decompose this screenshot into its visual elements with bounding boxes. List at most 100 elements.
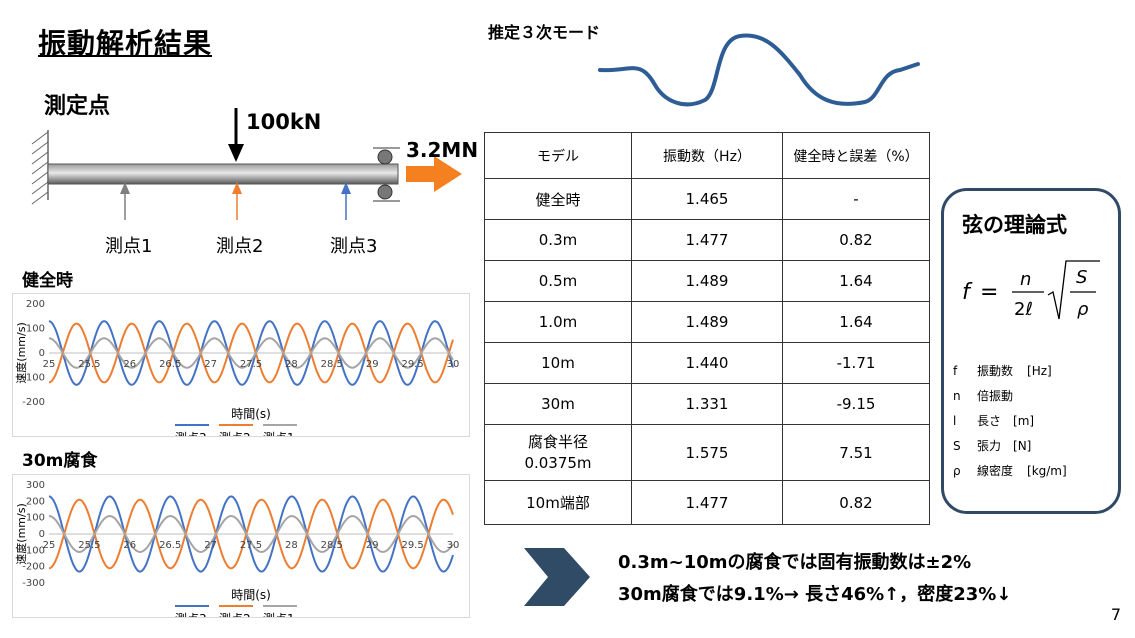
- x-tick-label: 25: [43, 540, 56, 551]
- svg-text:S: S: [1076, 267, 1087, 288]
- table-cell: 30m: [484, 383, 632, 425]
- table-cell: 腐食半径 0.0375m: [484, 424, 632, 481]
- table-cell: 1.575: [631, 424, 783, 481]
- wall-hatch: [31, 131, 49, 205]
- legend-label: 測点2: [219, 431, 251, 437]
- tension-arrow: [406, 166, 436, 182]
- x-tick-label: 27.5: [240, 540, 262, 551]
- table-row: 10m端部 1.477 0.82: [484, 480, 930, 525]
- legend-label: 測点2: [219, 612, 251, 618]
- table-cell: 1.489: [631, 260, 783, 302]
- y-tick-label: 100: [26, 324, 45, 335]
- results-table: モデル 振動数（Hz） 健全時と誤差（%） 健全時 1.465 - 0.3m 1…: [484, 132, 930, 525]
- x-tick-label: 27: [204, 359, 217, 370]
- table-cell: -9.15: [782, 383, 930, 425]
- conclusion-line1: 0.3m~10mの腐食では固有振動数は±2%: [618, 552, 972, 573]
- conclusion-line2: 30m腐食では9.1%→ 長さ46%↑，密度23%↓: [618, 584, 1012, 605]
- page-number: 7: [1110, 605, 1121, 624]
- mode-label: 推定３次モード: [488, 23, 601, 42]
- legend-label: 測点3: [175, 431, 207, 437]
- x-tick-label: 29.5: [401, 540, 423, 551]
- table-row: 健全時 1.465 -: [484, 178, 930, 220]
- x-tick-label: 29: [366, 359, 379, 370]
- beam-diagram: [31, 108, 462, 220]
- table-cell: 10m端部: [484, 480, 632, 525]
- table-row: 1.0m 1.489 1.64: [484, 301, 930, 343]
- x-axis-label: 時間(s): [231, 407, 271, 421]
- table-cell: -1.71: [782, 342, 930, 384]
- series-line: [48, 514, 454, 554]
- table-cell: 1.331: [631, 383, 783, 425]
- y-tick-label: -300: [22, 578, 45, 589]
- y-tick-label: 200: [26, 496, 45, 507]
- x-tick-label: 30: [447, 359, 460, 370]
- chevron-right-icon: [524, 548, 590, 606]
- beam: [47, 163, 399, 185]
- formula-title: 弦の理論式: [962, 213, 1067, 237]
- y-tick-label: -100: [22, 545, 45, 556]
- point3-label: 測点3: [330, 236, 378, 257]
- y-axis-label: 速度(mm/s): [14, 322, 28, 383]
- chart1-heading: 健全時: [22, 271, 73, 291]
- x-tick-label: 27.5: [240, 359, 262, 370]
- table-cell: -: [782, 178, 930, 220]
- series-line: [48, 337, 454, 369]
- y-tick-label: 300: [26, 480, 45, 491]
- legend-label: 測点1: [263, 612, 295, 618]
- x-tick-label: 26.5: [159, 540, 181, 551]
- y-tick-label: 200: [26, 299, 45, 310]
- x-tick-label: 25.5: [78, 540, 100, 551]
- x-axis-label: 時間(s): [231, 588, 271, 602]
- load-label: 100kN: [246, 110, 322, 134]
- legend-item: l 長さ [m]: [953, 414, 1035, 428]
- tension-label: 3.2MN: [406, 138, 479, 162]
- roller-bottom: [377, 184, 393, 200]
- table-cell: 7.51: [782, 424, 930, 481]
- legend-item: S 張力 [N]: [953, 439, 1032, 453]
- table-header-frequency: 振動数（Hz）: [631, 132, 783, 179]
- tension-arrow-head: [434, 156, 462, 192]
- x-tick-label: 26.5: [159, 359, 181, 370]
- chart-corroded-30m: -300 -200 -100 0 100 200 300 25 25.5 26 26.5 27 27.5…: [12, 474, 470, 618]
- x-tick-label: 25.5: [78, 359, 100, 370]
- table-cell: 0.3m: [484, 219, 632, 261]
- x-tick-label: 28: [285, 359, 298, 370]
- x-tick-label: 29.5: [401, 359, 423, 370]
- legend-item: ρ 線密度 [kg/m]: [953, 464, 1067, 478]
- mode-shape-curve: [598, 33, 920, 107]
- y-tick-label: -200: [22, 397, 45, 408]
- x-tick-label: 29: [366, 540, 379, 551]
- table-row: 0.3m 1.477 0.82: [484, 219, 930, 261]
- x-tick-label: 26: [123, 359, 136, 370]
- chart2-heading: 30m腐食: [22, 451, 98, 471]
- x-tick-label: 26: [123, 540, 136, 551]
- table-cell: 1.489: [631, 301, 783, 343]
- point1-label: 測点1: [105, 236, 153, 257]
- table-row: 0.5m 1.489 1.64: [484, 260, 930, 302]
- y-tick-label: 100: [26, 513, 45, 524]
- load-arrow-head: [228, 144, 244, 162]
- series-line: [48, 320, 454, 386]
- y-tick-label: 0: [39, 529, 45, 540]
- table-cell: 10m: [484, 342, 632, 384]
- x-tick-label: 28.5: [321, 359, 343, 370]
- table-cell: 1.477: [631, 480, 783, 525]
- table-row: 腐食半径 0.0375m 1.575 7.51: [484, 424, 930, 481]
- legend-item: n 倍振動: [953, 389, 1014, 403]
- svg-text:ρ: ρ: [1077, 299, 1089, 320]
- table-cell: 1.465: [631, 178, 783, 220]
- table-cell: 0.5m: [484, 260, 632, 302]
- x-tick-label: 28: [285, 540, 298, 551]
- table-cell: 1.440: [631, 342, 783, 384]
- svg-text:=: =: [980, 280, 998, 305]
- table-cell: 健全時: [484, 178, 632, 220]
- legend-item: f 振動数 [Hz]: [953, 364, 1052, 378]
- chart-healthy: -200 -100 0 100 200 25 25.5 26 26.5 27 27.5 28 28.5 2…: [12, 293, 470, 437]
- y-tick-label: 0: [39, 348, 45, 359]
- table-row: 10m 1.440 -1.71: [484, 342, 930, 384]
- page-title: 振動解析結果: [38, 27, 213, 60]
- svg-text:n: n: [1020, 269, 1031, 290]
- x-tick-label: 27: [204, 540, 217, 551]
- table-header-error: 健全時と誤差（%）: [782, 132, 930, 179]
- series-line: [48, 322, 454, 384]
